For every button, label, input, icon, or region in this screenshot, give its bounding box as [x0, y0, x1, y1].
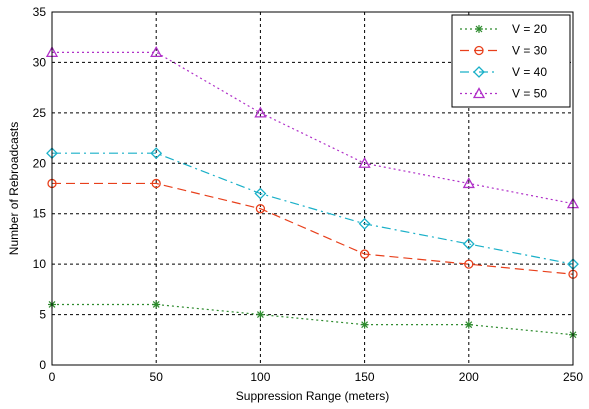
x-tick-label: 150: [355, 370, 375, 384]
data-point: [358, 156, 371, 168]
y-tick-label: 20: [33, 156, 47, 170]
legend-item: V = 30: [460, 44, 547, 58]
series-line: [52, 152, 574, 265]
y-tick-label: 0: [39, 358, 46, 372]
legend-label: V = 40: [512, 65, 547, 79]
data-point: [462, 238, 475, 250]
legend-item: V = 40: [460, 65, 547, 79]
series-line: [52, 51, 574, 205]
data-point: [464, 320, 473, 329]
legend-item: V = 50: [460, 87, 547, 101]
legend-marker: [475, 25, 483, 33]
series-v3: [46, 147, 579, 271]
y-tick-label: 5: [39, 308, 46, 322]
data-point: [254, 106, 267, 118]
data-point: [254, 187, 267, 200]
y-tick-label: 25: [33, 106, 47, 120]
y-tick-label: 30: [33, 55, 47, 69]
legend-marker: [472, 87, 486, 99]
series-line: [52, 182, 574, 275]
legend-marker: [473, 66, 485, 78]
series-v1: [48, 300, 577, 339]
x-tick-label: 50: [150, 370, 164, 384]
data-point: [150, 147, 163, 160]
data-point: [359, 249, 370, 259]
y-tick-label: 10: [33, 257, 47, 271]
x-tick-label: 200: [459, 370, 479, 384]
data-point: [255, 204, 266, 214]
x-tick-label: 0: [49, 370, 56, 384]
data-point: [256, 310, 265, 319]
legend-label: V = 20: [512, 22, 547, 36]
data-point: [152, 300, 161, 309]
legend-item: V = 20: [460, 22, 547, 36]
y-axis-label: Number of Rebroadcasts: [7, 122, 21, 255]
data-point: [462, 177, 475, 189]
axis-ticks: 0 50 100 150 200 250 0 5 10 15 20 25 30 35: [33, 5, 584, 384]
plot-frame: [51, 11, 574, 366]
legend-label: V = 50: [512, 87, 547, 101]
series-v2: [47, 178, 578, 279]
x-axis-label: Suppression Range (meters): [236, 389, 389, 403]
legend-marker: [474, 45, 484, 56]
data-point: [464, 259, 474, 269]
data-point: [150, 46, 163, 57]
series-layer: [45, 46, 580, 339]
y-tick-label: 15: [33, 207, 47, 221]
series-line: [52, 303, 574, 336]
legend: V = 20 V = 30 V = 40 V = 50: [451, 14, 571, 108]
x-tick-label: 250: [563, 370, 583, 384]
legend-box: [451, 14, 571, 108]
data-point: [360, 320, 369, 329]
y-tick-label: 35: [33, 5, 47, 19]
legend-label: V = 30: [512, 44, 547, 58]
x-tick-label: 100: [250, 370, 270, 384]
data-point: [358, 217, 371, 230]
data-point: [151, 178, 161, 189]
